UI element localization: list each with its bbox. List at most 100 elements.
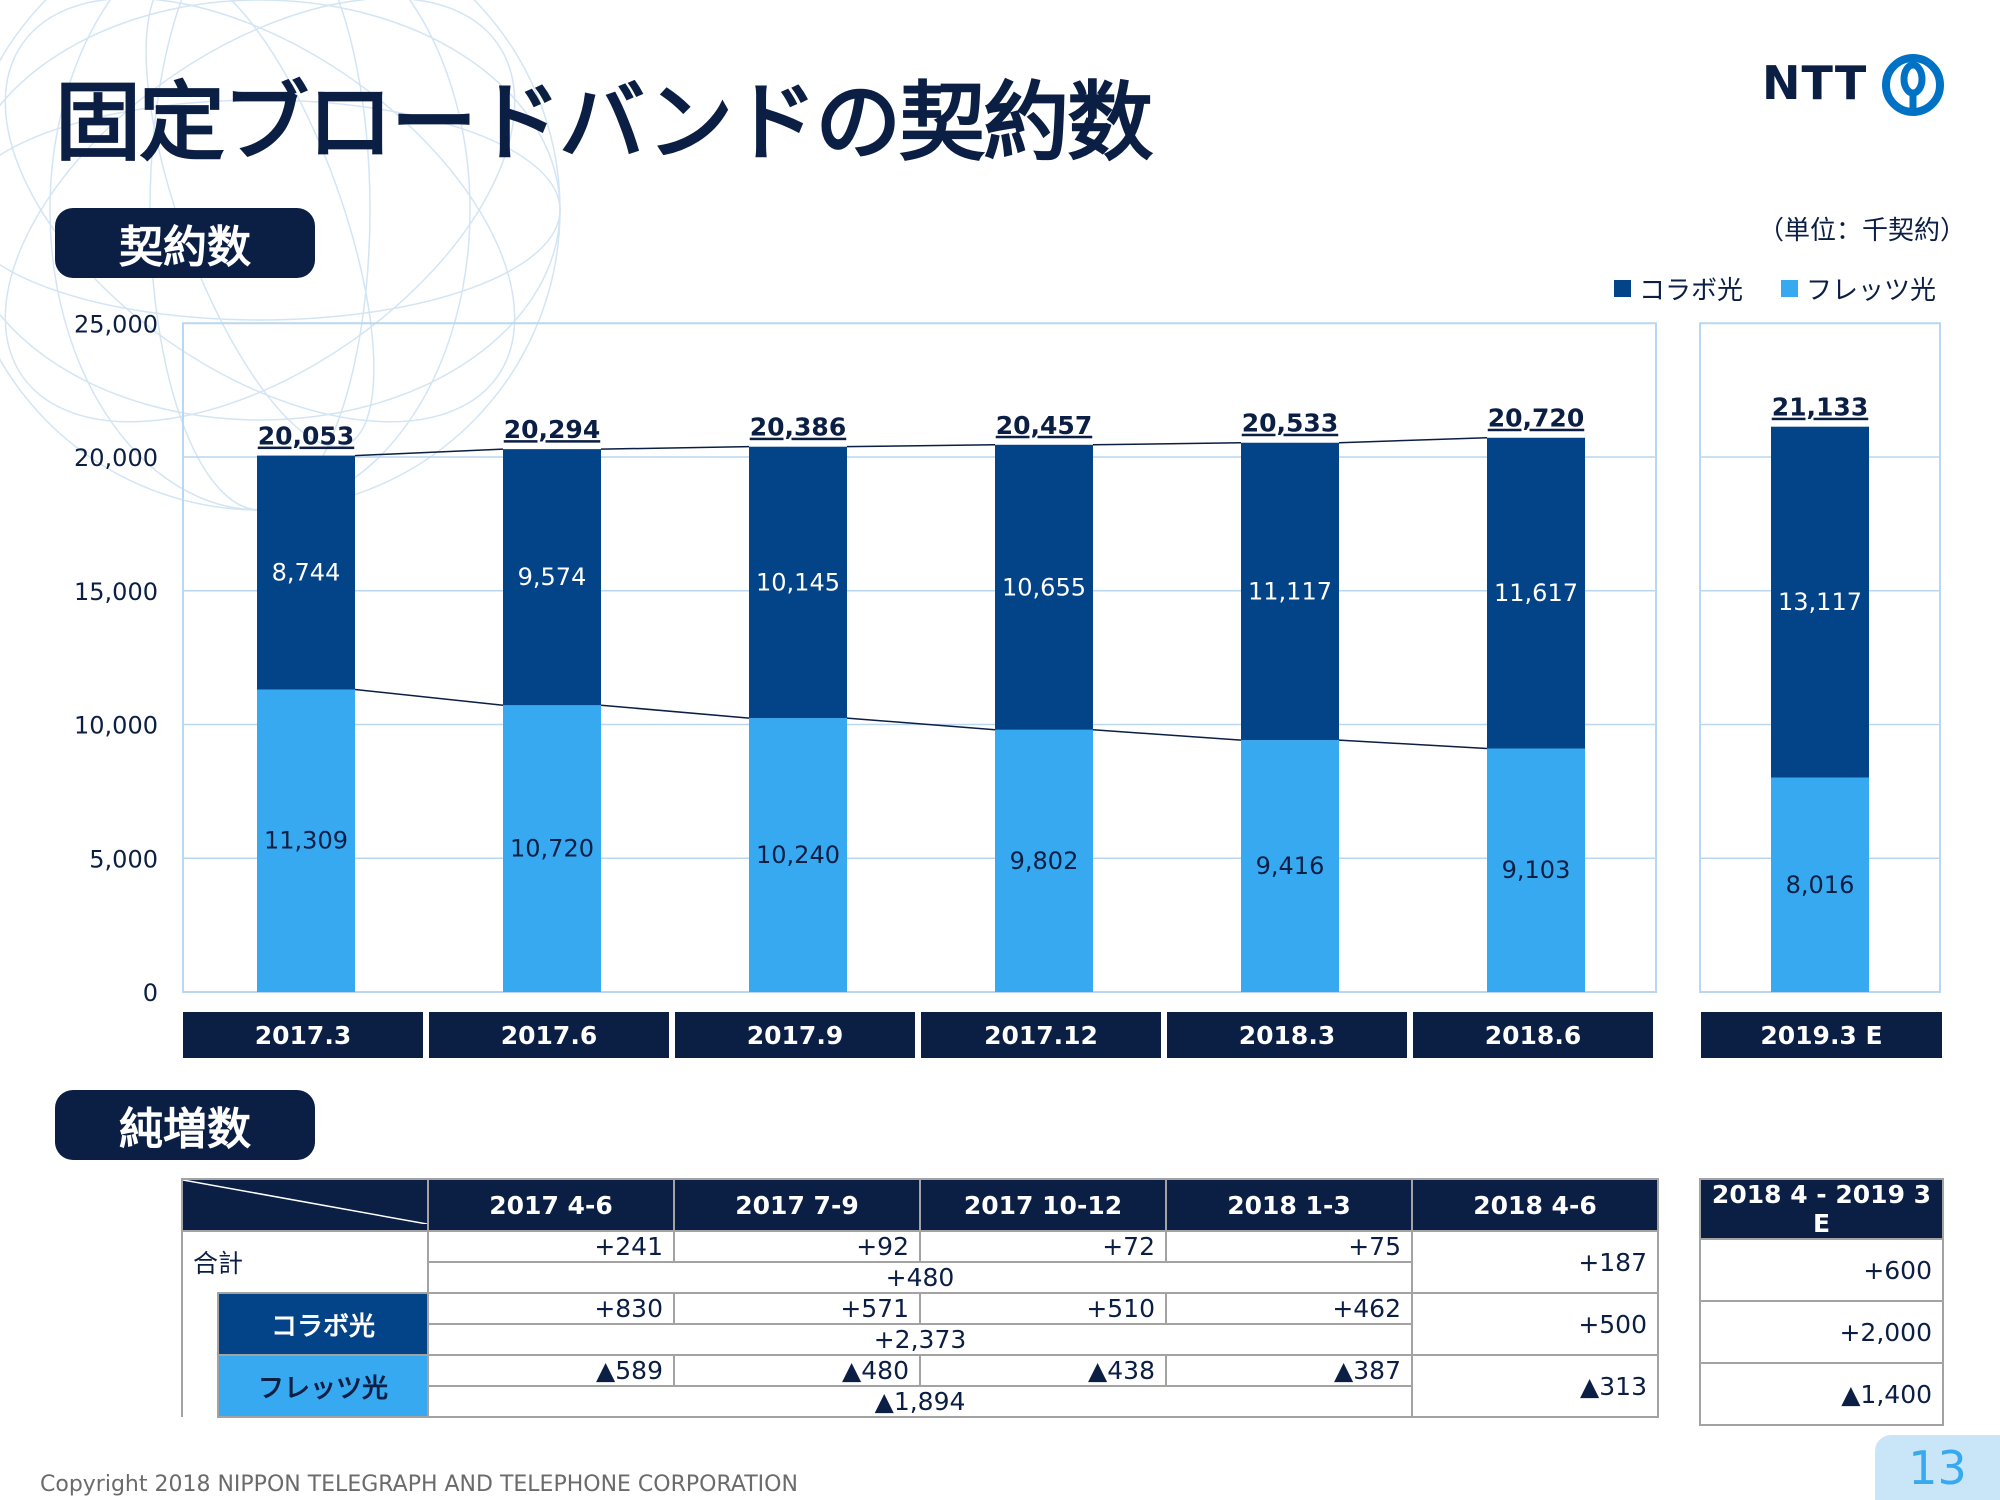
data-label-total: 20,720	[1488, 404, 1584, 433]
bar-segment-flets	[1771, 777, 1869, 992]
diagonal-line	[182, 1179, 428, 1225]
legend-item-light: フレッツ光	[1781, 270, 1936, 307]
forecast-net-table: 2018 4 - 2019 3 E +600 +2,000 ▲1,400	[1699, 1178, 1944, 1426]
table-row: +2,000	[1699, 1300, 1944, 1364]
legend-swatch-dark	[1614, 280, 1631, 297]
table-cell: +500	[1411, 1292, 1659, 1356]
legend-item-dark: コラボ光	[1614, 270, 1743, 307]
logo-text: NTT	[1762, 56, 1868, 110]
table-cell: +75	[1165, 1230, 1413, 1263]
trend-line-total	[1338, 436, 1488, 444]
data-label-collabo: 9,574	[518, 563, 587, 591]
trend-line-total	[1092, 441, 1242, 446]
net-additions-table: 2017 4-6 2017 7-9 2017 10-12 2018 1-3 20…	[181, 1178, 1659, 1418]
bar-segment-flets	[749, 718, 847, 992]
data-label-flets: 11,309	[264, 827, 348, 855]
table-cell: +830	[427, 1292, 675, 1325]
trend-line-total	[354, 448, 504, 457]
table-header: 2017 7-9	[673, 1178, 921, 1232]
data-label-total: 21,133	[1772, 393, 1868, 422]
table-cell: +187	[1411, 1230, 1659, 1294]
y-tick-label: 25,000	[74, 310, 158, 338]
category-label: 2017.12	[921, 1012, 1161, 1058]
section-label-contracts: 契約数	[55, 208, 315, 278]
plot-panel	[182, 322, 1657, 993]
data-label-flets: 10,240	[756, 841, 840, 869]
trend-line-light	[600, 704, 750, 719]
legend-label-dark: コラボ光	[1639, 276, 1744, 306]
data-label-total: 20,533	[1242, 409, 1338, 438]
category-label: 2019.3 E	[1701, 1012, 1942, 1058]
trend-line-light	[354, 688, 504, 706]
table-cell: +600	[1699, 1238, 1944, 1302]
table-cell: +72	[919, 1230, 1167, 1263]
table-cell: ▲1,400	[1699, 1362, 1944, 1426]
table-corner-cell	[181, 1178, 429, 1232]
data-label-flets: 9,802	[1010, 847, 1079, 875]
bar-segment-flets	[995, 729, 1093, 992]
bar-segment-collabo	[503, 449, 601, 706]
data-label-collabo: 13,117	[1778, 588, 1862, 616]
data-label-collabo: 11,117	[1248, 577, 1332, 605]
unit-label: （単位：千契約）	[1758, 216, 1967, 246]
bar-segment-collabo	[749, 446, 847, 719]
data-label-flets: 8,016	[1786, 871, 1855, 899]
data-label-flets: 10,720	[510, 835, 594, 863]
trend-line-light	[846, 717, 996, 731]
table-cell-sum: +480	[427, 1261, 1413, 1294]
table-cell: +510	[919, 1292, 1167, 1325]
bar-segment-collabo	[995, 444, 1093, 730]
bar-segment-collabo	[1241, 442, 1339, 741]
row-label-collabo: コラボ光	[217, 1292, 429, 1356]
stacked-bar-chart: 0 5,000 10,000 15,000 20,000 25,000 11,309 8,74…	[74, 310, 1941, 1007]
table-cell: +241	[427, 1230, 675, 1263]
table-header-row: 2017 4-6 2017 7-9 2017 10-12 2018 1-3 20…	[181, 1178, 1659, 1232]
table-cell: ▲589	[427, 1354, 675, 1387]
table-cell: ▲313	[1411, 1354, 1659, 1418]
table-row-total-sum: +480	[182, 1261, 1658, 1294]
table-header: 2018 1-3	[1165, 1178, 1413, 1232]
bar-segment-flets	[503, 705, 601, 992]
data-label-flets: 9,103	[1502, 856, 1571, 884]
category-label: 2018.6	[1413, 1012, 1653, 1058]
data-label-collabo: 10,145	[756, 568, 840, 596]
page-title: 固定ブロードバンドの契約数	[55, 73, 1153, 173]
ntt-logo: NTT	[1762, 52, 1950, 124]
table-header: 2018 4 - 2019 3 E	[1699, 1178, 1944, 1240]
legend-label-light: フレッツ光	[1806, 276, 1937, 306]
y-tick-label: 0	[143, 979, 158, 1007]
category-label: 2017.6	[429, 1012, 669, 1058]
page-number: 13	[1875, 1435, 2000, 1500]
ntt-logo-icon	[1882, 54, 1944, 116]
row-label-flets: フレッツ光	[217, 1354, 429, 1418]
table-cell: +462	[1165, 1292, 1413, 1325]
y-tick-label: 20,000	[74, 444, 158, 472]
table-row-flets: フレッツ光 ▲589 ▲480 ▲438 ▲387 ▲313	[182, 1354, 1659, 1418]
trend-line-total	[600, 445, 750, 450]
trend-line-light	[1338, 739, 1488, 750]
category-label: 2018.3	[1167, 1012, 1407, 1058]
table-row-collabo: コラボ光 +830 +571 +510 +462 +500	[181, 1292, 1659, 1417]
bar-segment-flets	[257, 689, 355, 992]
y-tick-label: 15,000	[74, 578, 158, 606]
section-label-net-additions: 純増数	[55, 1090, 315, 1160]
data-label-total: 20,053	[258, 422, 354, 451]
category-label: 2017.3	[183, 1012, 423, 1058]
table-cell: ▲387	[1165, 1354, 1413, 1387]
table-row: ▲1,400	[1699, 1362, 1944, 1426]
table-cell: ▲480	[673, 1354, 921, 1387]
table-cell: ▲438	[919, 1354, 1167, 1387]
y-tick-label: 5,000	[89, 845, 158, 873]
table-cell-sum: +2,373	[427, 1323, 1413, 1356]
bar-segment-flets	[1487, 748, 1585, 992]
bar-segment-flets	[1241, 740, 1339, 992]
row-label-total: 合計	[181, 1230, 429, 1293]
table-cell: +92	[673, 1230, 921, 1263]
bar-segment-collabo	[1771, 426, 1869, 778]
table-cell: +2,000	[1699, 1300, 1944, 1364]
category-label: 2017.9	[675, 1012, 915, 1058]
data-label-total: 20,386	[750, 413, 846, 442]
table-cell-sum: ▲1,894	[427, 1385, 1413, 1418]
bar-segment-collabo	[1487, 437, 1585, 749]
data-label-total: 20,294	[504, 415, 600, 444]
